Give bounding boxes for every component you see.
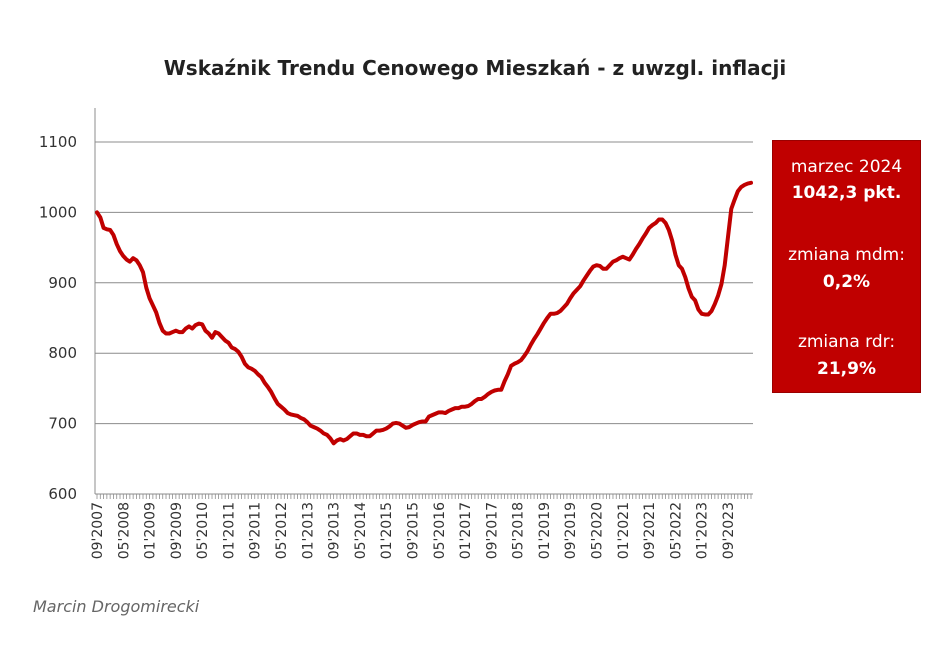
x-tick-label: 01'2017 xyxy=(458,502,474,559)
summary-date: marzec 2024 xyxy=(790,157,903,177)
summary-rdr-label: zmiana rdr: xyxy=(797,332,896,352)
y-tick-label: 800 xyxy=(48,344,77,362)
x-tick-label: 05'2010 xyxy=(195,502,211,559)
x-tick-label: 05'2014 xyxy=(353,502,369,559)
x-tick-label: 01'2021 xyxy=(616,502,632,559)
x-tick-label: 09'2007 xyxy=(90,502,106,559)
y-tick-labels: 600 700 800 900 1000 1100 xyxy=(39,133,77,503)
summary-value: 1042,3 pkt. xyxy=(791,183,902,203)
x-tick-label: 01'2009 xyxy=(143,502,159,559)
x-tick-label: 09'2015 xyxy=(405,502,421,559)
axes xyxy=(94,108,753,499)
x-tick-label: 09'2011 xyxy=(248,502,264,559)
series-lines xyxy=(95,180,753,446)
y-tick-label: 1100 xyxy=(39,133,77,151)
author-credit: Marcin Drogomirecki xyxy=(33,597,200,616)
x-tick-label: 09'2017 xyxy=(484,502,500,559)
x-tick-label: 05'2016 xyxy=(432,502,448,559)
y-tick-label: 600 xyxy=(48,485,77,503)
summary-box: marzec 2024 1042,3 pkt. zmiana mdm: 0,2%… xyxy=(772,140,921,393)
y-tick-label: 700 xyxy=(48,415,77,433)
x-tick-label: 05'2008 xyxy=(116,502,132,559)
x-tick-label: 01'2023 xyxy=(695,502,711,559)
x-tick-label: 05'2020 xyxy=(590,502,606,559)
y-tick-label: 900 xyxy=(48,274,77,292)
x-tick-label: 09'2023 xyxy=(721,502,737,559)
x-tick-label: 01'2015 xyxy=(379,502,395,559)
x-tick-label: 01'2013 xyxy=(300,502,316,559)
chart-title: Wskaźnik Trendu Cenowego Mieszkań - z uw… xyxy=(163,56,787,80)
x-tick-label: 01'2019 xyxy=(537,502,553,559)
gridlines xyxy=(95,141,753,425)
x-tick-label: 05'2012 xyxy=(274,502,290,559)
summary-mdm-label: zmiana mdm: xyxy=(788,245,905,265)
x-tick-label: 05'2018 xyxy=(511,502,527,559)
x-tick-label: 09'2021 xyxy=(642,502,658,559)
summary-rdr-value: 21,9% xyxy=(817,359,876,379)
x-tick-label: 09'2009 xyxy=(169,502,185,559)
summary-mdm-value: 0,2% xyxy=(822,272,871,292)
x-tick-label: 05'2022 xyxy=(668,502,684,559)
x-tick-label: 09'2013 xyxy=(327,502,343,559)
x-tick-labels: 09'2007 05'2008 01'2009 09'2009 05'2010 01'20… xyxy=(90,502,737,559)
y-tick-label: 1000 xyxy=(39,203,77,221)
x-tick-label: 01'2011 xyxy=(221,502,237,559)
series-line xyxy=(95,180,753,446)
x-tick-label: 09'2019 xyxy=(563,502,579,559)
